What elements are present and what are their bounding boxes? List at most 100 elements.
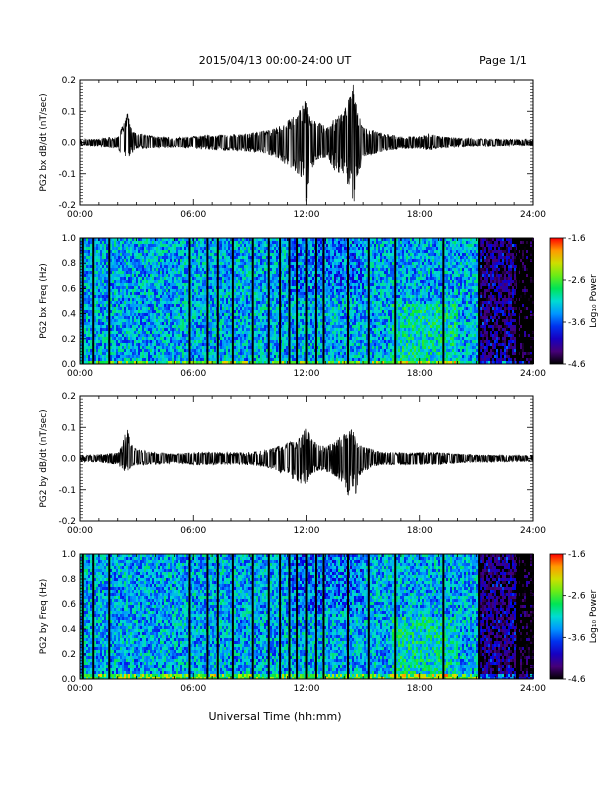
spectrogram-cell [140, 259, 142, 262]
spectrogram-cell [212, 277, 214, 280]
spectrogram-cell [236, 361, 238, 364]
spectrogram-cell [106, 301, 108, 304]
spectrogram-cell [262, 238, 264, 241]
spectrogram-cell [118, 331, 120, 334]
spectrogram-cell [294, 238, 296, 241]
spectrogram-cell [176, 244, 178, 247]
spectrogram-cell [146, 352, 148, 355]
spectrogram-cell [194, 334, 196, 337]
spectrogram-cell [152, 265, 154, 268]
spectrogram-cell [186, 346, 188, 349]
spectrogram-cell [226, 271, 228, 274]
spectrogram-cell [298, 343, 300, 346]
spectrogram-cell [110, 301, 112, 304]
spectrogram-cell [120, 253, 122, 256]
spectrogram-cell [164, 268, 166, 271]
spectrogram-cell [176, 346, 178, 349]
spectrogram-cell [218, 319, 220, 322]
spectrogram-cell [114, 274, 116, 277]
spectrogram-cell [158, 256, 160, 259]
spectrogram-cell [294, 319, 296, 322]
spectrogram-cell [234, 256, 236, 259]
spectrogram-cell [174, 355, 176, 358]
spectrogram-cell [248, 358, 250, 361]
spectrogram-cell [96, 238, 98, 241]
spectrogram-cell [158, 274, 160, 277]
spectrogram-cell [204, 292, 206, 295]
spectrogram-cell [166, 361, 168, 364]
spectrogram-cell [294, 310, 296, 313]
spectrogram-cell [294, 340, 296, 343]
spectrogram-cell [152, 319, 154, 322]
spectrogram-cell [304, 283, 306, 286]
spectrogram-cell [248, 253, 250, 256]
spectrogram-cell [80, 244, 82, 247]
spectrogram-cell [260, 247, 262, 250]
spectrogram-cell [128, 355, 130, 358]
spectrogram-cell [110, 250, 112, 253]
spectrogram-cell [164, 349, 166, 352]
spectrogram-cell [272, 358, 274, 361]
spectrogram-cell [100, 325, 102, 328]
spectrogram-cell [248, 328, 250, 331]
spectrogram-cell [190, 334, 192, 337]
spectrogram-cell [292, 283, 294, 286]
spectrogram-cell [144, 268, 146, 271]
spectrogram-cell [110, 268, 112, 271]
spectrogram-cell [208, 268, 210, 271]
spectrogram-cell [168, 334, 170, 337]
spectrogram-cell [286, 301, 288, 304]
spectrogram-cell [270, 313, 272, 316]
spectrogram-cell [200, 361, 202, 364]
spectrogram-cell [238, 256, 240, 259]
spectrogram-cell [210, 280, 212, 283]
spectrogram-cell [202, 307, 204, 310]
spectrogram-cell [178, 265, 180, 268]
spectrogram-cell [230, 352, 232, 355]
spectrogram-cell [148, 307, 150, 310]
spectrogram-cell [88, 295, 90, 298]
spectrogram-cell [182, 271, 184, 274]
spectrogram-cell [236, 301, 238, 304]
spectrogram-cell [152, 307, 154, 310]
spectrogram-cell [84, 313, 86, 316]
spectrogram-cell [146, 313, 148, 316]
spectrogram-cell [142, 343, 144, 346]
spectrogram-cell [152, 298, 154, 301]
spectrogram-cell [184, 262, 186, 265]
spectrogram-cell [148, 313, 150, 316]
spectrogram-cell [184, 334, 186, 337]
spectrogram-cell [248, 343, 250, 346]
spectrogram-cell [204, 247, 206, 250]
spectrogram-cell [202, 280, 204, 283]
spectrogram-cell [184, 298, 186, 301]
spectrogram-cell [294, 325, 296, 328]
spectrogram-cell [152, 283, 154, 286]
spectrogram-cell [166, 289, 168, 292]
spectrogram-cell [254, 349, 256, 352]
spectrogram-cell [116, 292, 118, 295]
spectrogram-cell [138, 271, 140, 274]
spectrogram-cell [148, 298, 150, 301]
spectrogram-cell [278, 298, 280, 301]
spectrogram-cell [152, 274, 154, 277]
spectrogram-cell [204, 310, 206, 313]
spectrogram-cell [194, 313, 196, 316]
spectrogram-cell [224, 301, 226, 304]
spectrogram-cell [88, 316, 90, 319]
spectrogram-cell [236, 253, 238, 256]
spectrogram-cell [94, 319, 96, 322]
spectrogram-cell [96, 268, 98, 271]
spectrogram-cell [212, 238, 214, 241]
spectrogram-cell [138, 238, 140, 241]
spectrogram-cell [136, 289, 138, 292]
spectrogram-cell [278, 268, 280, 271]
spectrogram-cell [262, 322, 264, 325]
spectrogram-cell [126, 316, 128, 319]
spectrogram-cell [90, 241, 92, 244]
spectrogram-cell [120, 298, 122, 301]
spectrogram-cell [212, 247, 214, 250]
spectrogram-cell [274, 268, 276, 271]
spectrogram-cell [168, 331, 170, 334]
spectrogram-cell [98, 292, 100, 295]
